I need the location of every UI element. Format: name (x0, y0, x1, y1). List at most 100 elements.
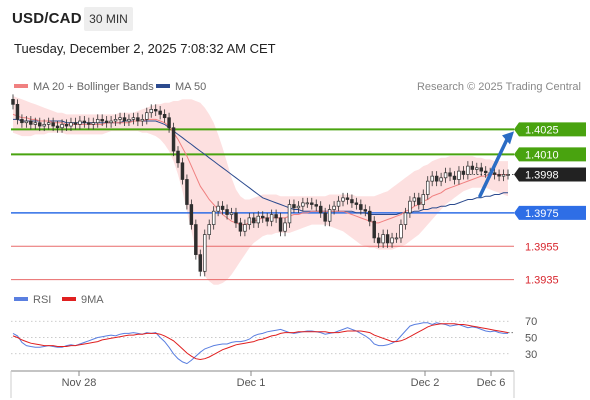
candle (20, 119, 24, 124)
candle (434, 175, 439, 182)
rsi-legend-swatch (14, 297, 28, 301)
candle (394, 237, 399, 240)
current-price-label: 1.3998 (525, 169, 559, 181)
candle (501, 174, 506, 177)
candle (457, 170, 461, 180)
candle (332, 205, 336, 210)
candle (359, 204, 363, 210)
candle (483, 170, 488, 174)
candle (305, 202, 310, 205)
candle (15, 103, 20, 120)
candle (314, 204, 318, 207)
candle (381, 234, 385, 244)
candle (104, 120, 109, 124)
forecast-arrow-head (502, 131, 514, 145)
rsi-ma-legend-label: 9MA (81, 294, 104, 306)
candle (238, 222, 243, 232)
price-chart: 1.4025 1.4010 1.3975 1.3955 1.3935 1.3998 (11, 94, 586, 287)
timeframe-button[interactable]: 30 MIN (84, 7, 133, 31)
candle (265, 217, 269, 222)
candle (390, 237, 394, 244)
candle (60, 124, 64, 129)
candle (73, 122, 78, 125)
candle (131, 117, 136, 120)
x-tick-label: Dec 6 (477, 377, 506, 389)
candle (211, 210, 216, 225)
candle (497, 174, 501, 177)
ma50-legend-label: MA 50 (175, 81, 206, 93)
level-label-box (514, 122, 586, 137)
candle (127, 119, 131, 122)
candle (185, 179, 189, 205)
symbol-title: USD/CAD (12, 10, 82, 27)
x-tick-label: Nov 28 (62, 377, 97, 389)
candle (283, 222, 287, 232)
candle (403, 212, 408, 225)
candle (412, 197, 417, 202)
candle (38, 122, 42, 127)
rsi-chart: 70 50 30 (11, 316, 537, 365)
rsi-ma-line (12, 323, 509, 361)
candle (376, 237, 381, 244)
candle (345, 197, 350, 200)
candle (189, 204, 194, 225)
candle (350, 199, 354, 204)
rsi-line (12, 322, 508, 365)
level-label-box (514, 147, 586, 162)
candle (198, 254, 203, 272)
candle (408, 200, 412, 214)
candle (220, 205, 225, 210)
candle (216, 205, 220, 212)
candle (234, 212, 238, 224)
candle (274, 214, 278, 219)
candle (475, 167, 479, 170)
candle (29, 120, 33, 125)
x-tick-label: Dec 1 (237, 377, 266, 389)
candle (452, 175, 457, 180)
candle (207, 224, 211, 235)
candle (327, 209, 332, 222)
candle (24, 120, 29, 124)
candle (33, 122, 38, 125)
candle (421, 194, 426, 205)
candle (140, 119, 145, 122)
copyright-text: Research © 2025 Trading Central (417, 81, 581, 93)
candle (278, 217, 283, 232)
candle (95, 119, 100, 124)
candle (439, 177, 443, 182)
current-price-box (514, 167, 586, 182)
level-label: 1.3955 (525, 241, 559, 253)
rsi-legend-label: RSI (33, 294, 51, 306)
candle (64, 124, 69, 127)
candle (51, 122, 55, 127)
candle (42, 124, 46, 127)
rsi-tick-label: 70 (525, 316, 537, 328)
candle (180, 162, 185, 180)
candle (260, 215, 265, 219)
level-label: 1.4010 (525, 149, 559, 161)
candle (145, 112, 149, 120)
candle (55, 125, 60, 129)
candle (87, 122, 91, 125)
candle (225, 209, 229, 215)
candle (171, 127, 176, 152)
forecast-arrow (478, 137, 509, 198)
candle (296, 205, 301, 209)
candle (243, 224, 247, 232)
candle (301, 202, 305, 207)
ma20-legend-swatch (14, 84, 28, 88)
time-axis: Nov 28 Dec 1 Dec 2 Dec 6 (10, 370, 515, 398)
candle (466, 165, 470, 175)
candle (118, 117, 122, 120)
candle (425, 180, 430, 195)
candle (194, 224, 198, 255)
x-tick-label: Dec 2 (411, 377, 440, 389)
candle (153, 109, 158, 112)
candle (256, 215, 261, 224)
candle (492, 172, 497, 175)
candle (113, 119, 118, 122)
candle (417, 197, 421, 205)
candle (368, 210, 372, 222)
